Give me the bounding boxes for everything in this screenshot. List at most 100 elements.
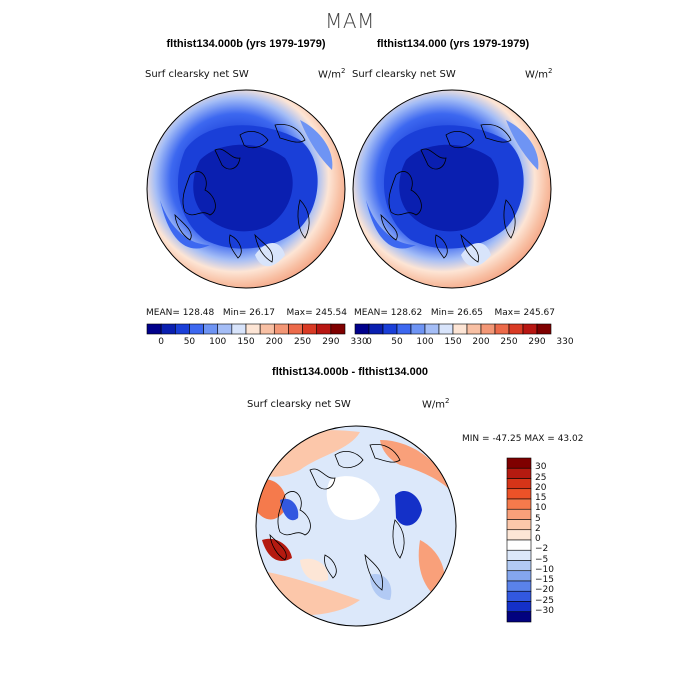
panel-1-coastlines: [174, 123, 310, 263]
colorbar-tick-label: 30: [535, 462, 547, 473]
panel-1-min-label: Min=: [222, 308, 247, 318]
panel-3-min: -47.25: [492, 434, 522, 444]
colorbar-swatch: [410, 323, 426, 335]
colorbar-tick-label: 200: [265, 337, 283, 347]
colorbar-tick-label: 5: [535, 513, 541, 524]
panel-1-units: W/m2: [318, 67, 346, 81]
colorbar-swatch: [217, 323, 233, 335]
colorbar-swatch: [231, 323, 247, 335]
colorbar-swatch: [438, 323, 454, 335]
colorbar-tick-label: 150: [444, 337, 462, 347]
panel-2-units: W/m2: [525, 67, 553, 81]
colorbar-tick-label: 290: [528, 337, 546, 347]
colorbar-swatch: [259, 323, 275, 335]
colorbar-swatch: [536, 323, 552, 335]
colorbar-tick-label: 15: [535, 493, 547, 503]
colorbar-tick-label: 50: [391, 337, 403, 347]
colorbar-swatch: [354, 323, 370, 335]
colorbar-tick-label: −20: [535, 585, 554, 596]
panel-2-ice-inner: [399, 144, 499, 232]
panel-3-map: [256, 426, 456, 626]
panel-3-min-label: MIN =: [462, 434, 490, 444]
colorbar-swatch: [506, 580, 532, 592]
colorbar-swatch: [522, 323, 538, 335]
panel-1-boundary: [146, 89, 346, 289]
panel-1-stats: MEAN= 128.48 Min= 26.17 Max= 245.54: [146, 308, 347, 318]
colorbar-tick-label: 25: [535, 472, 547, 483]
colorbar-swatch: [146, 323, 162, 335]
colorbar-tick-label: 50: [183, 337, 196, 347]
colorbar-tick-label: −10: [535, 564, 554, 575]
colorbar-swatch: [506, 508, 532, 520]
colorbar-tick-label: 0: [366, 337, 372, 347]
colorbar-tick-label: −30: [535, 605, 554, 616]
colorbar-swatch: [506, 519, 532, 531]
colorbar-swatch: [494, 323, 510, 335]
colorbar-swatch: [506, 478, 532, 490]
panel-1-min: 26.17: [249, 308, 276, 318]
colorbar-swatch: [506, 560, 532, 572]
panel-2-min: 26.65: [457, 308, 484, 318]
colorbar-tick-label: −2: [535, 544, 549, 555]
colorbar-swatch: [506, 467, 532, 479]
colorbar-swatch: [480, 323, 496, 335]
colorbar-swatch: [302, 323, 318, 335]
colorbar-swatch: [506, 570, 532, 582]
colorbar-swatch: [160, 323, 176, 335]
panel-2-coastlines: [380, 123, 516, 263]
colorbar-swatch: [203, 323, 219, 335]
colorbar-tick-label: 0: [535, 534, 541, 544]
colorbar-swatch: [506, 601, 532, 613]
colorbar-tick-label: 200: [472, 337, 490, 347]
panel-2-max-label: Max=: [494, 308, 521, 318]
panel-2-variable-label: Surf clearsky net SW: [352, 69, 456, 80]
colorbar-tick-label: 0: [158, 337, 164, 347]
colorbar-swatch: [382, 323, 398, 335]
panel-2-title: flthist134.000 (yrs 1979-1979): [376, 38, 530, 50]
panel-2-mean-label: MEAN=: [354, 308, 388, 318]
colorbar-swatch: [506, 498, 532, 510]
panel-1-title: flthist134.000b (yrs 1979-1979): [166, 38, 326, 50]
panel-2-colorbar: [354, 323, 552, 335]
panel-3-max: 43.02: [557, 434, 584, 444]
panel-3-coastlines: [269, 443, 405, 591]
colorbar-swatch: [506, 611, 532, 623]
colorbar-tick-label: 290: [322, 337, 340, 347]
panel-1-variable-label: Surf clearsky net SW: [145, 69, 249, 80]
panel-1-mean: 128.48: [182, 308, 215, 318]
colorbar-swatch: [506, 590, 532, 602]
colorbar-tick-label: −5: [535, 554, 549, 565]
colorbar-tick-label: 330: [556, 337, 574, 347]
panel-3-boundary: [255, 425, 457, 627]
colorbar-swatch: [506, 539, 532, 551]
panel-2-map: [353, 90, 551, 288]
panel-2-min-label: Min=: [430, 308, 455, 318]
panel-2-boundary: [352, 89, 552, 289]
colorbar-swatch: [506, 549, 532, 561]
colorbar-swatch: [506, 488, 532, 500]
panel-3-max-label: MAX =: [524, 434, 555, 444]
colorbar-tick-label: −15: [535, 575, 554, 585]
panel-1-max-label: Max=: [286, 308, 313, 318]
colorbar-swatch: [466, 323, 482, 335]
panel-2-max: 245.67: [523, 308, 556, 318]
panel-1-map: [147, 90, 345, 288]
panel-1-ice-inner: [193, 144, 293, 232]
season-title: MAM: [325, 9, 375, 33]
colorbar-tick-label: 250: [500, 337, 518, 347]
colorbar-swatch: [189, 323, 204, 335]
panel-3-colorbar: [506, 457, 532, 623]
colorbar-tick-label: 100: [416, 337, 434, 347]
colorbar-swatch: [452, 323, 468, 335]
colorbar-swatch: [396, 323, 412, 335]
panel-1-colorbar: [146, 323, 346, 335]
colorbar-tick-label: −25: [535, 595, 554, 606]
colorbar-swatch: [174, 323, 190, 335]
colorbar-swatch: [330, 323, 346, 335]
colorbar-tick-label: 330: [350, 337, 368, 347]
colorbar-swatch: [506, 529, 532, 541]
panel-1-mean-label: MEAN=: [146, 308, 180, 318]
panel-3-stats: MIN = -47.25 MAX = 43.02: [462, 434, 583, 444]
colorbar-swatch: [273, 323, 289, 335]
colorbar-tick-label: 10: [535, 503, 547, 514]
